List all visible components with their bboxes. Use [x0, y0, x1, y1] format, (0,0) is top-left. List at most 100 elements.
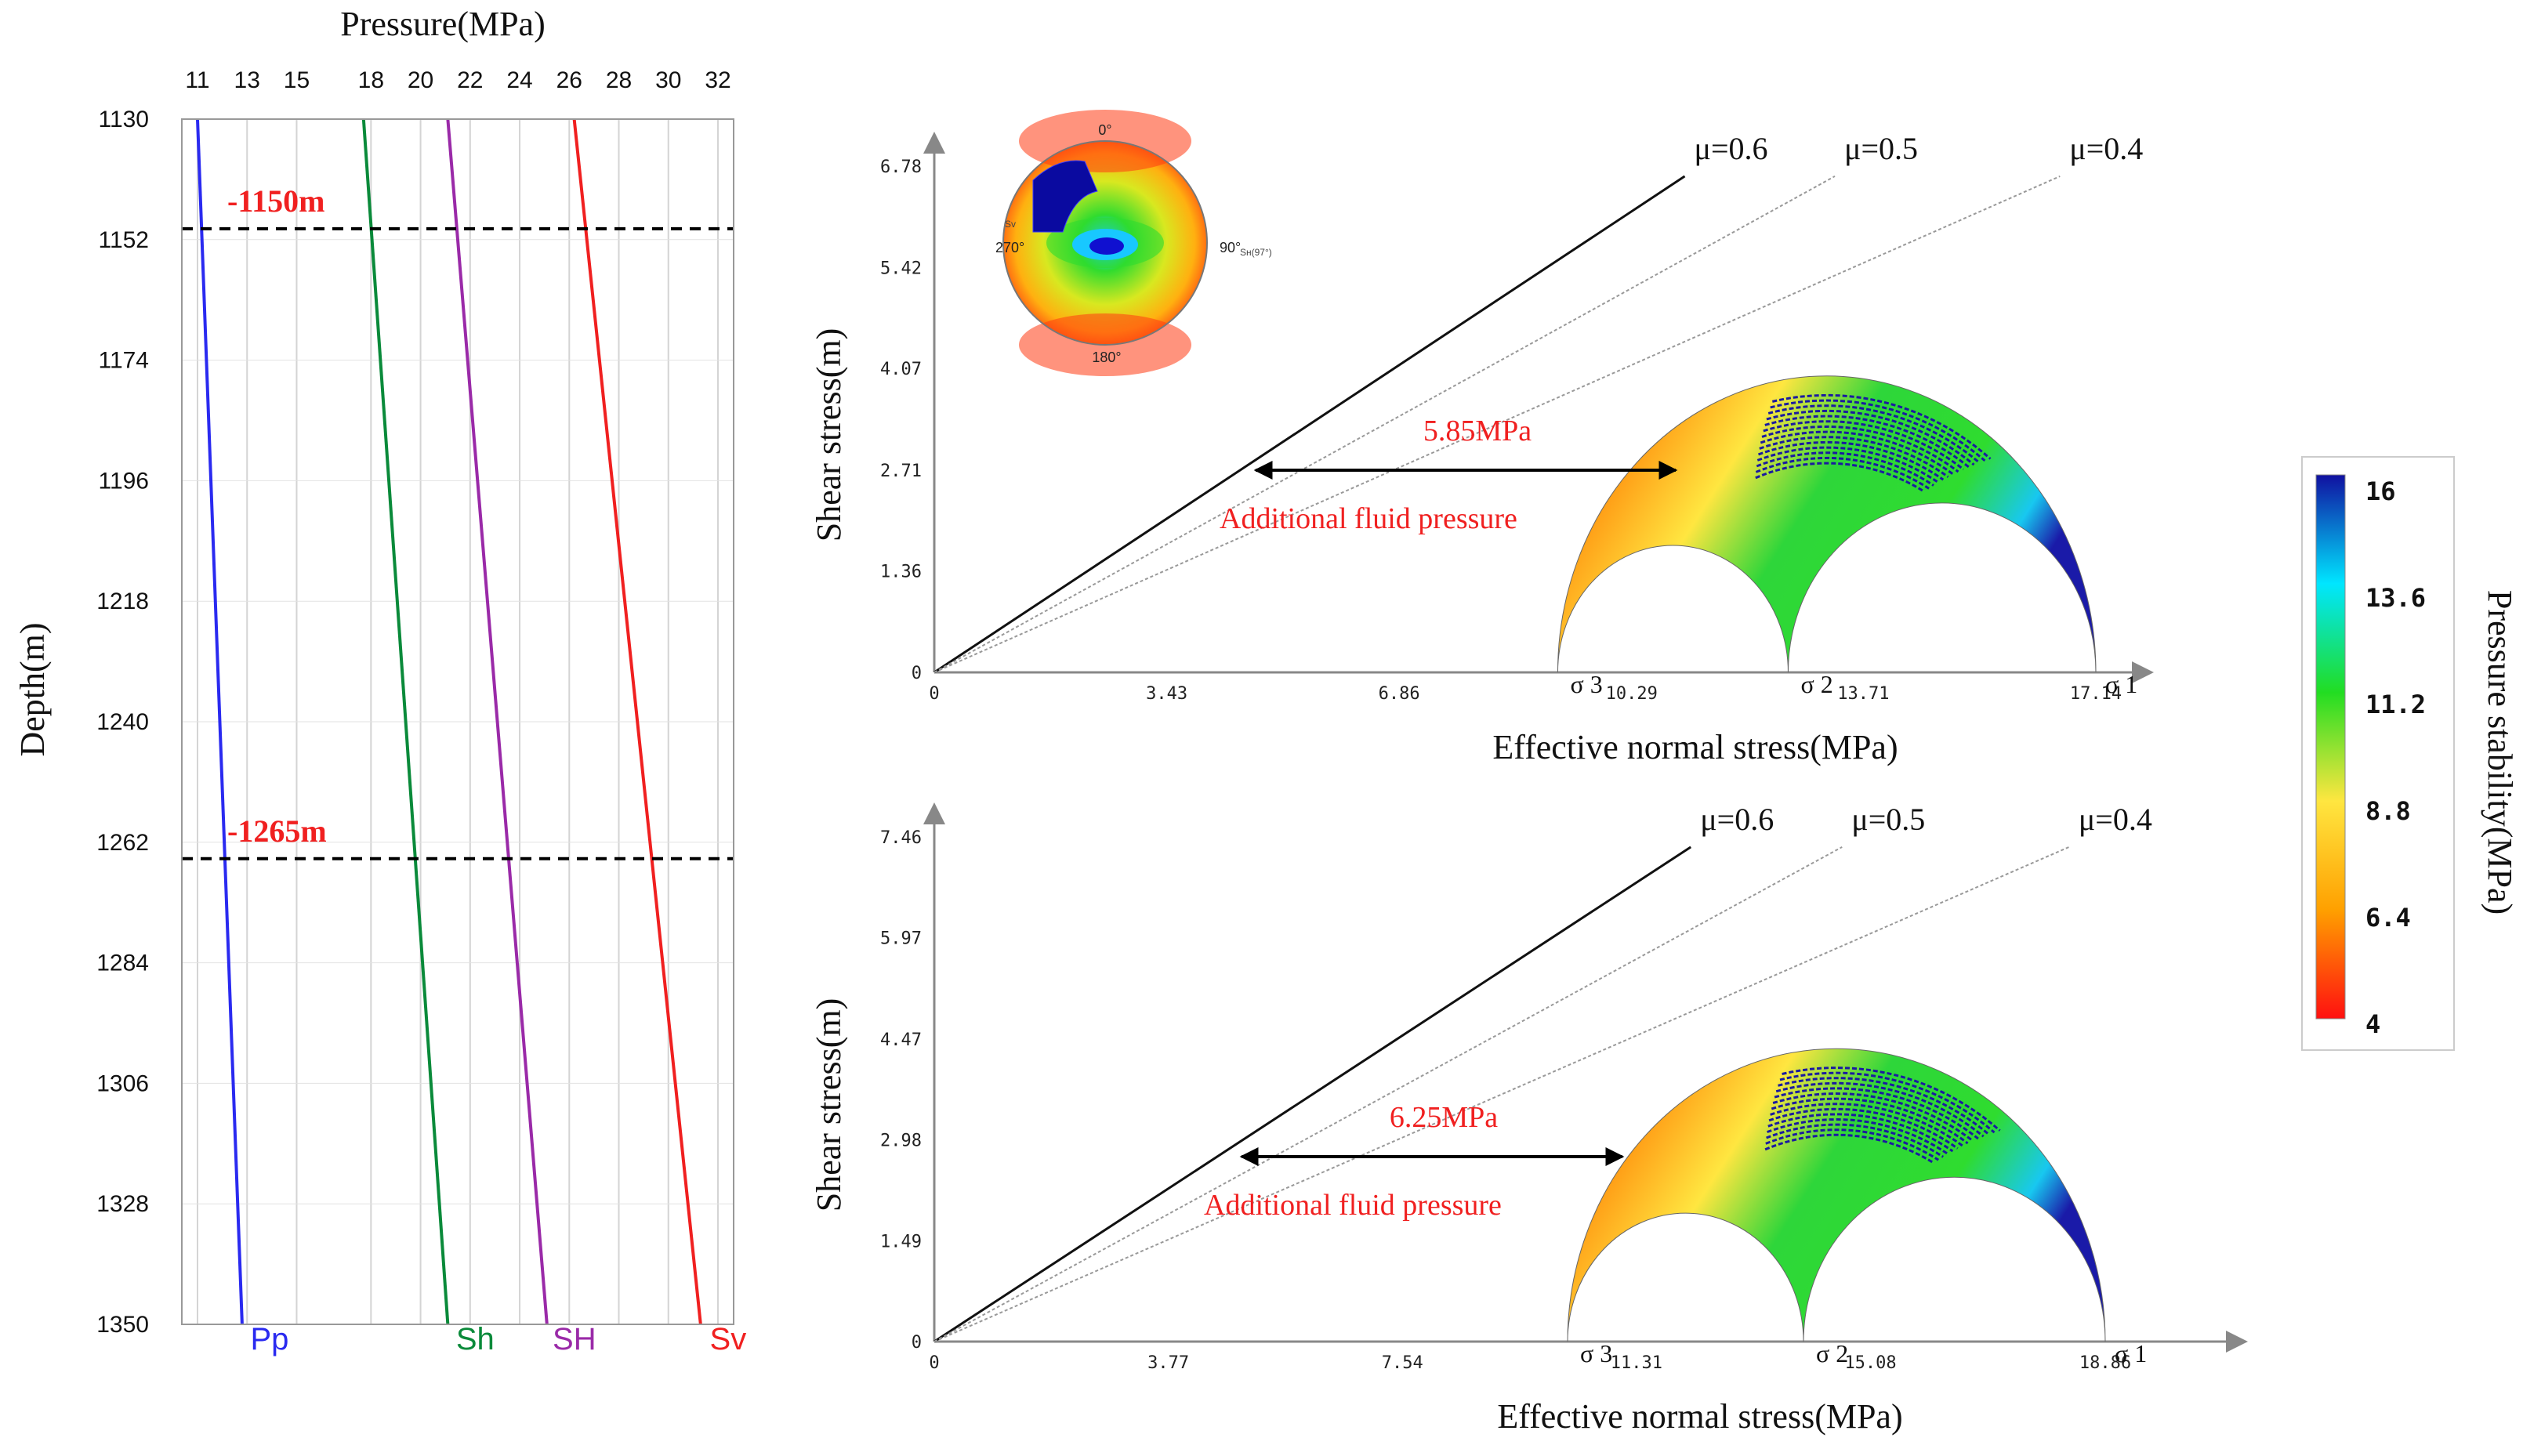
y-tick-label: 1174 [98, 348, 149, 374]
principal-stress-label: σ 2 [1800, 670, 1832, 698]
fault-point-row [1774, 1087, 1979, 1140]
fault-point-row [1770, 1103, 1963, 1147]
y-tick-label: 2.71 [880, 462, 922, 481]
friction-line-0.5 [933, 846, 1843, 1342]
stereonet-label-right-small: Sн(97°) [1240, 247, 1272, 258]
x-tick-label: 7.54 [1382, 1353, 1423, 1373]
colorbar-tick-label: 8.8 [2365, 796, 2411, 826]
y-tick-label: 1218 [96, 589, 149, 614]
friction-line-0.6 [933, 175, 1686, 674]
x-tick-label: 17.14 [2070, 684, 2122, 704]
colorbar: 16 13.6 11.2 8.8 6.4 4 Pressure stability(MPa… [2301, 456, 2519, 1051]
y-tick-label: 1152 [98, 227, 149, 253]
stereonet-label-left-small: Sv [1005, 219, 1016, 230]
fault-point-row [1770, 399, 1986, 462]
stereonet-label-right: 90° [1220, 240, 1241, 255]
stereonet-center [1089, 237, 1124, 255]
depth-marker-label: -1265m [227, 813, 327, 849]
y-axis-arrowhead [923, 802, 945, 824]
grid [182, 118, 734, 1325]
depth-marker-label: -1150m [227, 183, 324, 219]
friction-line-0.5 [933, 176, 1836, 673]
y-tick-label: 4.47 [880, 1030, 922, 1050]
y-tick-label: 1240 [96, 709, 149, 735]
y-tick-label: 0 [912, 664, 922, 683]
friction-line-0.4 [933, 846, 2070, 1342]
y-tick-label: 2.98 [880, 1132, 922, 1151]
fault-plane-points [1755, 393, 1992, 493]
series-label-sv: Sv [710, 1322, 747, 1356]
y-tick-label: 5.97 [880, 929, 922, 949]
y-tick-label: 0 [912, 1333, 922, 1353]
x-tick-label: 30 [655, 67, 681, 93]
stereonet-border [1002, 140, 1208, 346]
fault-point-row [1767, 1113, 1954, 1153]
y-axis-label: Shear stress(m) [810, 998, 848, 1212]
y-tick-label: 1284 [96, 951, 149, 976]
y-tick-label: 1.49 [880, 1232, 922, 1251]
y-tick-label: 4.07 [880, 360, 922, 379]
x-axis-label: Pressure(MPa) [340, 5, 546, 43]
y-tick-label: 1350 [96, 1312, 149, 1338]
colorbar-tick-label: 4 [2365, 1009, 2380, 1039]
fault-point-row [1755, 462, 1925, 493]
fault-point-row [1766, 1123, 1945, 1158]
fault-point-row [1775, 1081, 1985, 1138]
stereonet-label-left: 270° [995, 240, 1024, 255]
stereonet-label-top: 0° [1098, 122, 1111, 138]
x-axis-label: Effective normal stress(MPa) [1492, 728, 1898, 766]
series-lines [196, 118, 702, 1325]
series-label-sh: SH [553, 1322, 596, 1356]
fault-point-row [1764, 415, 1970, 469]
x-tick-label: 18.86 [2079, 1353, 2131, 1373]
x-tick-labels: 11 13 15 18 20 22 24 26 28 30 32 [185, 67, 730, 93]
x-tick-label: 20 [408, 67, 433, 93]
friction-label: μ=0.5 [1851, 802, 1925, 837]
fault-point-row [1771, 1097, 1969, 1145]
plot-frame [181, 118, 734, 1325]
fault-point-row [1767, 1117, 1949, 1155]
x-tick-label: 26 [556, 67, 582, 93]
x-tick-label: 11 [185, 67, 209, 93]
x-axis-arrowhead [2132, 661, 2154, 683]
y-tick-label: 5.42 [880, 259, 922, 279]
fault-point-row [1764, 1133, 1935, 1164]
fault-plane-points [1764, 1067, 2001, 1164]
fluid-pressure-caption: Additional fluid pressure [1204, 1189, 1502, 1222]
series-labels: Pp Sh SH Sv [250, 1322, 746, 1356]
series-line-sv [572, 118, 702, 1325]
x-axis-arrowhead [2226, 1331, 2248, 1353]
colorbar-ticks: 16 13.6 11.2 8.8 6.4 4 [2365, 476, 2426, 1039]
x-tick-label: 18 [358, 67, 384, 93]
fault-point-row [1766, 409, 1975, 466]
fault-point-row [1782, 1067, 2001, 1132]
x-tick-label: 13 [234, 67, 260, 93]
mohr-diagram-bottom: 0 3.77 7.54 11.31 15.08 18.86 0 1.49 2.98 4.47 5.9… [810, 802, 2248, 1436]
colorbar-tick-label: 16 [2365, 476, 2396, 506]
principal-stress-label: σ 1 [2105, 670, 2137, 698]
x-axis-label: Effective normal stress(MPa) [1497, 1397, 1902, 1436]
principal-stress-label: σ 1 [2115, 1339, 2147, 1367]
series-line-sh [361, 118, 450, 1325]
colorbar-tick-label: 6.4 [2365, 903, 2411, 933]
series-label-sh: Sh [456, 1322, 495, 1356]
friction-line-0.4 [933, 176, 2061, 673]
fluid-pressure-value: 5.85MPa [1423, 415, 1532, 447]
x-tick-label: 11.31 [1611, 1353, 1662, 1373]
fluid-pressure-caption: Additional fluid pressure [1220, 502, 1517, 535]
x-tick-label: 0 [929, 684, 939, 704]
series-line-pp [196, 118, 244, 1325]
mohr-diagram-top: 0 3.43 6.86 10.29 13.71 17.14 0 1.36 2.71 4.07 5.4… [810, 131, 2154, 766]
principal-stress-label: σ 2 [1816, 1339, 1848, 1367]
x-tick-label: 3.77 [1147, 1353, 1189, 1373]
fault-point-row [1755, 456, 1930, 490]
mohr-circle-region [1557, 375, 2097, 673]
y-tick-label: 6.78 [880, 158, 922, 177]
y-tick-label: 7.46 [880, 828, 922, 848]
y-tick-label: 1196 [98, 468, 149, 494]
friction-label: μ=0.5 [1844, 131, 1918, 166]
depth-annotations: -1150m -1265m [182, 183, 734, 860]
x-tick-label: 10.29 [1606, 684, 1658, 704]
fault-point-row [1768, 1107, 1959, 1150]
